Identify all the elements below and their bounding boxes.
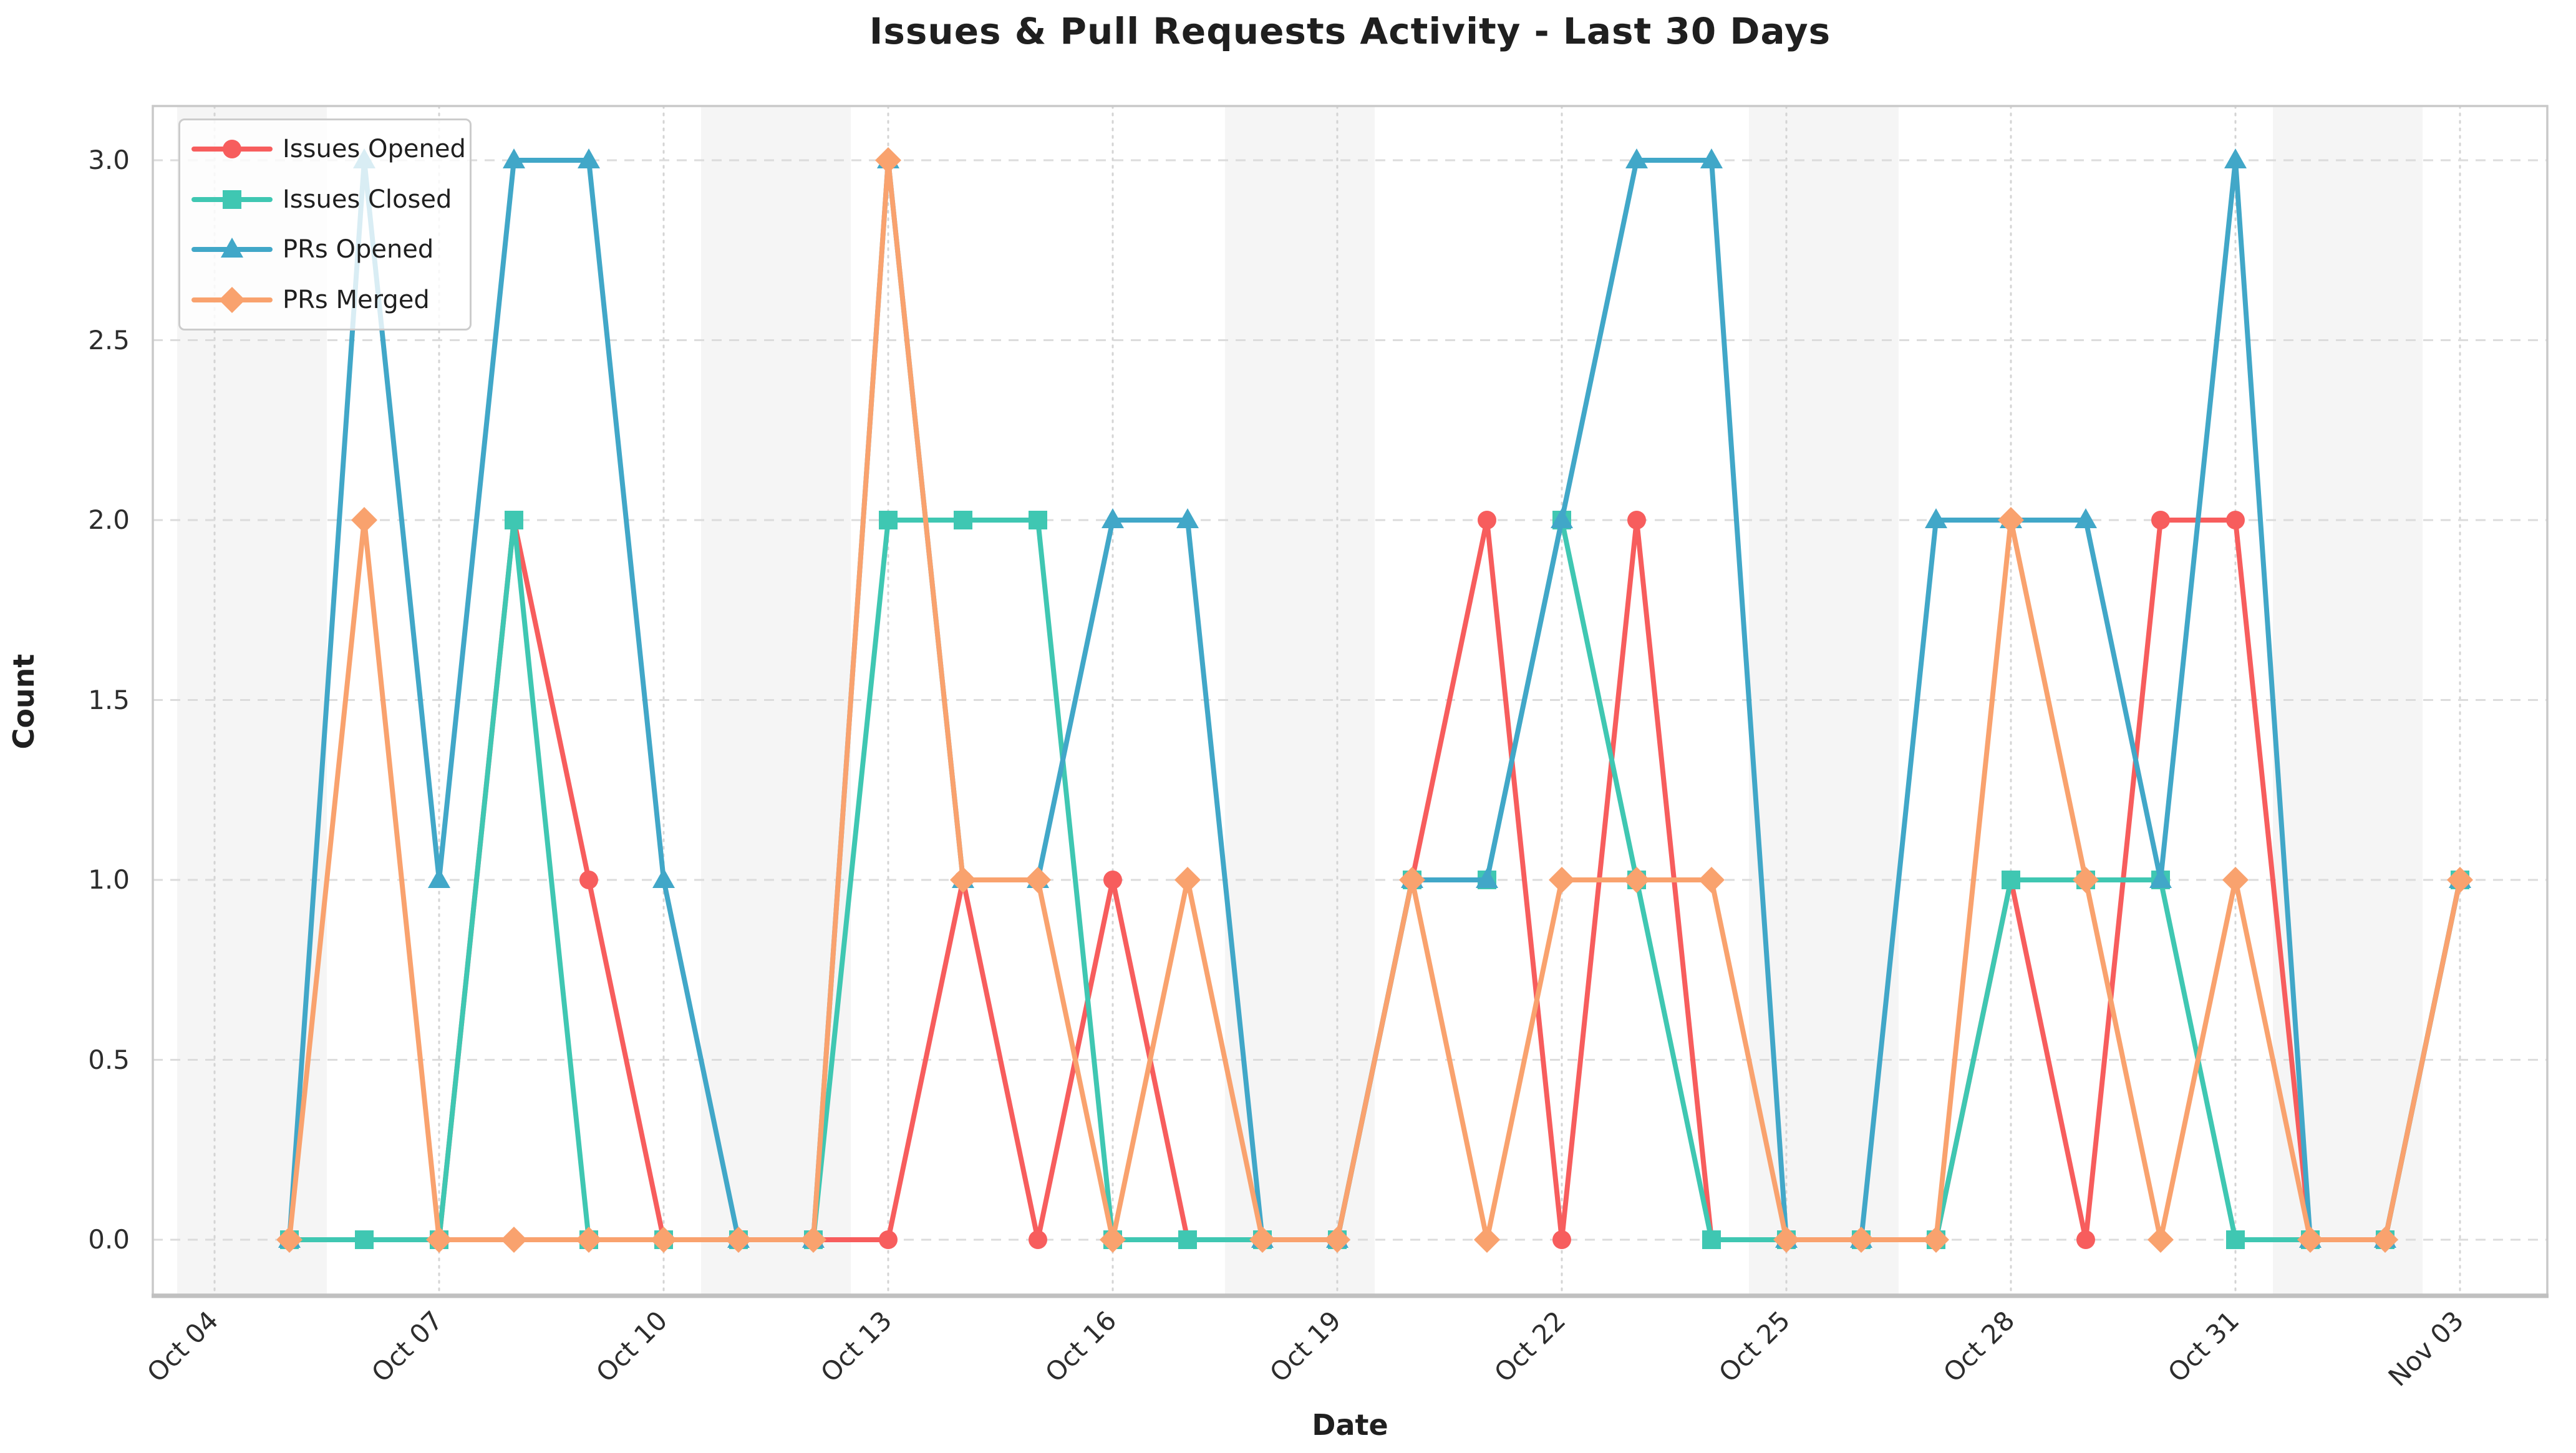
y-tick-label: 2.5 (88, 324, 130, 355)
legend-item-prs-merged: PRs Merged (191, 286, 470, 314)
y-tick-label: 0.0 (88, 1224, 130, 1255)
legend-item-issues-closed: Issues Closed (191, 185, 470, 214)
legend-label: Issues Closed (283, 185, 452, 214)
legend-label: PRs Merged (283, 285, 430, 314)
issues-closed-line-marker-icon (191, 190, 273, 209)
legend-label: PRs Opened (283, 235, 434, 264)
y-tick-label: 3.0 (88, 145, 130, 175)
legend-item-issues-opened: Issues Opened (191, 135, 470, 163)
y-tick-label: 1.5 (88, 684, 130, 715)
y-tick-label: 0.5 (88, 1044, 130, 1075)
y-tick-label: 1.0 (88, 864, 130, 895)
legend-label: Issues Opened (283, 135, 466, 164)
series-prs-merged (276, 147, 2473, 1253)
prs-merged-line-marker-icon (191, 286, 273, 313)
prs-opened-line-marker-icon (191, 238, 273, 258)
issues-opened-line-marker-icon (191, 140, 273, 159)
y-tick-label: 2.0 (88, 504, 130, 535)
chart-title: Issues & Pull Requests Activity - Last 3… (869, 10, 1831, 52)
legend-item-prs-opened: PRs Opened (191, 235, 470, 264)
x-axis-label: Date (1312, 1408, 1388, 1442)
legend: Issues Opened Issues Closed PRs Opened P… (178, 118, 472, 331)
